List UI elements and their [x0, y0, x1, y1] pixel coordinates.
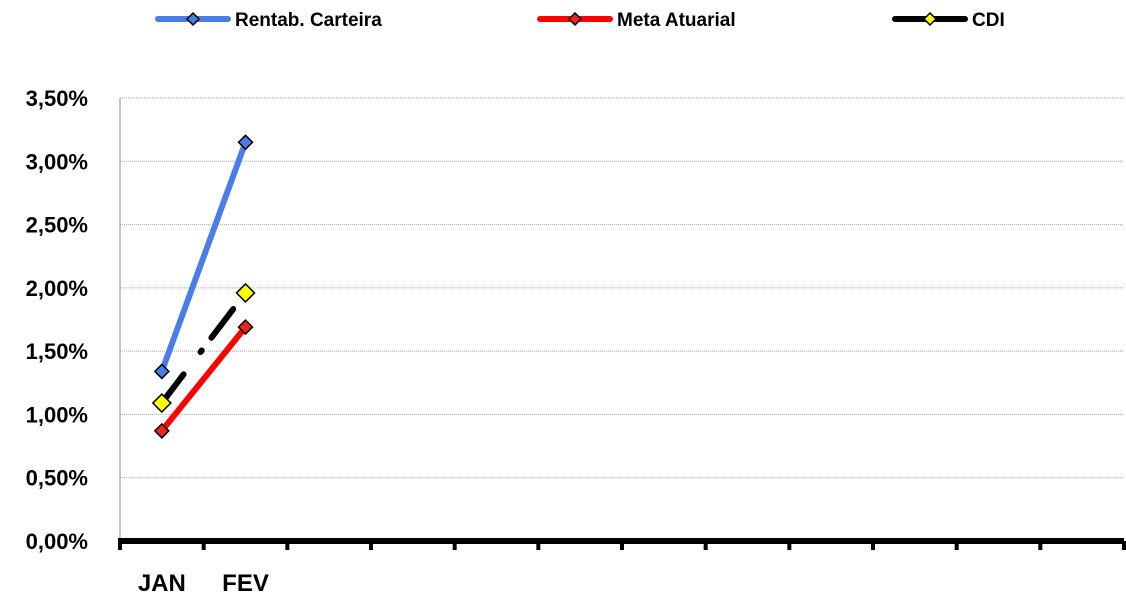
- x-tick-labels: JAN FEV: [138, 570, 269, 596]
- y-tick-label: 3,00%: [26, 149, 88, 174]
- series-layer: [151, 134, 256, 439]
- y-tick-label: 1,00%: [26, 402, 88, 427]
- y-tick-label: 0,50%: [26, 466, 88, 491]
- x-tick-label: FEV: [222, 570, 269, 596]
- legend-marker-2: [922, 11, 938, 27]
- y-tick-label: 3,50%: [26, 86, 88, 111]
- data-point: [153, 363, 170, 380]
- series-line-1: [158, 324, 249, 434]
- y-tick-labels: 0,00% 0,50% 1,00% 1,50% 2,00% 2,50% 3,00% 3,50%: [26, 86, 88, 554]
- gridlines: [120, 97, 1124, 479]
- legend-marker-1: [567, 11, 583, 27]
- data-point: [237, 134, 254, 151]
- y-tick-label: 2,00%: [26, 276, 88, 301]
- data-point: [151, 392, 172, 414]
- data-point: [237, 319, 254, 336]
- legend-label-1: Meta Atuarial: [617, 10, 736, 31]
- x-axis: [118, 98, 1126, 550]
- y-tick-label: 2,50%: [26, 213, 88, 238]
- data-point: [235, 282, 256, 303]
- legend: Rentab. Carteira Meta Atuarial CDI: [155, 10, 1005, 31]
- series-line-2: [158, 289, 249, 406]
- legend-label-2: CDI: [972, 10, 1005, 31]
- series-line-0: [158, 139, 249, 375]
- y-tick-label: 0,00%: [26, 529, 88, 554]
- x-tick-label: JAN: [138, 570, 186, 596]
- legend-label-0: Rentab. Carteira: [235, 10, 382, 31]
- data-point: [153, 422, 170, 439]
- y-tick-label: 1,50%: [26, 339, 88, 364]
- legend-marker-0: [185, 11, 201, 27]
